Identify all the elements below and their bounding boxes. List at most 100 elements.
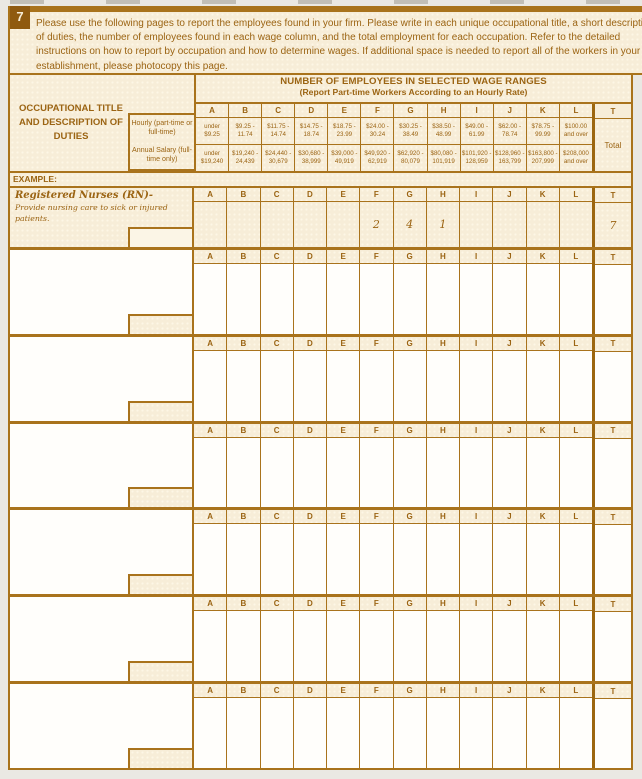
entry-cell-B[interactable] xyxy=(226,611,260,682)
entry-cell-J[interactable] xyxy=(492,524,526,595)
occupation-code-box[interactable] xyxy=(128,487,192,508)
occupation-title-input-cell[interactable] xyxy=(10,597,194,682)
entry-cell-D[interactable] xyxy=(292,611,326,682)
occupation-code-box[interactable] xyxy=(128,400,192,421)
entry-cell-I[interactable] xyxy=(459,437,493,508)
hourly-rate-label: Hourly (part-time or full-time) xyxy=(128,113,194,143)
occupation-title-input-cell[interactable] xyxy=(10,250,194,334)
entry-cell-H[interactable] xyxy=(425,437,459,508)
wage-letter-C: C xyxy=(261,104,295,118)
occupation-code-box[interactable] xyxy=(128,661,192,682)
entry-cell-D[interactable] xyxy=(292,264,326,334)
entry-cell-H[interactable] xyxy=(425,698,459,768)
entry-cell-A[interactable] xyxy=(194,524,227,595)
entry-cell-E[interactable] xyxy=(326,611,360,682)
entry-cell-J[interactable] xyxy=(492,698,526,768)
entry-cell-C[interactable] xyxy=(259,350,293,421)
entry-cell-A[interactable] xyxy=(194,698,227,768)
entry-cell-K[interactable] xyxy=(525,524,559,595)
entry-cell-A[interactable] xyxy=(194,350,227,421)
entry-cell-H[interactable] xyxy=(425,524,459,595)
occupation-title-input-cell[interactable] xyxy=(10,510,194,595)
entry-cell-A[interactable] xyxy=(194,437,227,508)
entry-cell-K[interactable] xyxy=(525,698,559,768)
entry-cell-B[interactable] xyxy=(226,698,260,768)
entry-total-cell[interactable] xyxy=(595,525,631,595)
entry-cell-G[interactable] xyxy=(392,524,426,595)
entry-total-cell[interactable] xyxy=(595,265,631,334)
entry-cell-B[interactable] xyxy=(226,437,260,508)
entry-cell-F[interactable] xyxy=(359,350,393,421)
entry-cell-E[interactable] xyxy=(326,437,360,508)
entry-cell-K[interactable] xyxy=(525,437,559,508)
block-letter-B: B xyxy=(226,597,260,612)
entry-cell-D[interactable] xyxy=(292,350,326,421)
block-letter-I: I xyxy=(459,250,493,264)
entry-cell-E[interactable] xyxy=(326,524,360,595)
entry-cell-H[interactable] xyxy=(425,611,459,682)
entry-cell-E[interactable] xyxy=(326,698,360,768)
occupation-code-box[interactable] xyxy=(128,313,192,334)
entry-cell-F[interactable] xyxy=(359,264,393,334)
entry-cell-K[interactable] xyxy=(525,611,559,682)
entry-cell-C[interactable] xyxy=(259,698,293,768)
entry-cell-G[interactable] xyxy=(392,350,426,421)
occupation-title-input-cell[interactable] xyxy=(10,336,194,421)
entry-cell-L[interactable] xyxy=(558,524,592,595)
entry-cell-B[interactable] xyxy=(226,350,260,421)
entry-cell-L[interactable] xyxy=(558,437,592,508)
entry-cell-I[interactable] xyxy=(459,350,493,421)
entry-cell-F[interactable] xyxy=(359,437,393,508)
entry-total-cell[interactable] xyxy=(595,351,631,421)
entry-cell-K[interactable] xyxy=(525,350,559,421)
entry-cell-L[interactable] xyxy=(558,264,592,334)
entry-cell-G[interactable] xyxy=(392,437,426,508)
entry-total-cell[interactable] xyxy=(595,612,631,682)
entry-cell-E[interactable] xyxy=(326,264,360,334)
entry-cell-F[interactable] xyxy=(359,698,393,768)
entry-cell-J[interactable] xyxy=(492,350,526,421)
entry-cell-C[interactable] xyxy=(259,437,293,508)
entry-cell-J[interactable] xyxy=(492,264,526,334)
block-cells-row xyxy=(194,437,592,508)
entry-cell-I[interactable] xyxy=(459,264,493,334)
entry-cell-C[interactable] xyxy=(259,264,293,334)
entry-cell-B[interactable] xyxy=(226,524,260,595)
entry-cell-H[interactable] xyxy=(425,350,459,421)
entry-total-cell[interactable] xyxy=(595,699,631,768)
block-total-letter: T xyxy=(595,336,631,352)
entry-cell-I[interactable] xyxy=(459,611,493,682)
entry-cell-D[interactable] xyxy=(292,524,326,595)
entry-cell-A[interactable] xyxy=(194,611,227,682)
entry-cell-F[interactable] xyxy=(359,524,393,595)
occupation-code-box[interactable] xyxy=(128,747,192,768)
entry-cell-L[interactable] xyxy=(558,698,592,768)
entry-cell-C[interactable] xyxy=(259,524,293,595)
block-letter-L: L xyxy=(558,510,592,525)
occupation-title-input-cell[interactable] xyxy=(10,684,194,768)
entry-cell-L[interactable] xyxy=(558,350,592,421)
entry-cell-C[interactable] xyxy=(259,611,293,682)
occupation-code-box[interactable] xyxy=(128,574,192,595)
entry-cell-G[interactable] xyxy=(392,611,426,682)
entry-cell-I[interactable] xyxy=(459,698,493,768)
entry-cell-A[interactable] xyxy=(194,264,227,334)
example-cell-B xyxy=(226,202,260,247)
entry-cell-G[interactable] xyxy=(392,698,426,768)
block-letter-K: K xyxy=(525,250,559,264)
entry-total-cell[interactable] xyxy=(595,438,631,508)
entry-cell-G[interactable] xyxy=(392,264,426,334)
entry-cell-E[interactable] xyxy=(326,350,360,421)
entry-cell-B[interactable] xyxy=(226,264,260,334)
block-letter-K: K xyxy=(525,188,559,202)
entry-cell-H[interactable] xyxy=(425,264,459,334)
entry-cell-D[interactable] xyxy=(292,437,326,508)
entry-cell-D[interactable] xyxy=(292,698,326,768)
entry-cell-J[interactable] xyxy=(492,611,526,682)
entry-cell-I[interactable] xyxy=(459,524,493,595)
occupation-title-input-cell[interactable] xyxy=(10,423,194,508)
entry-cell-J[interactable] xyxy=(492,437,526,508)
entry-cell-K[interactable] xyxy=(525,264,559,334)
entry-cell-L[interactable] xyxy=(558,611,592,682)
entry-cell-F[interactable] xyxy=(359,611,393,682)
